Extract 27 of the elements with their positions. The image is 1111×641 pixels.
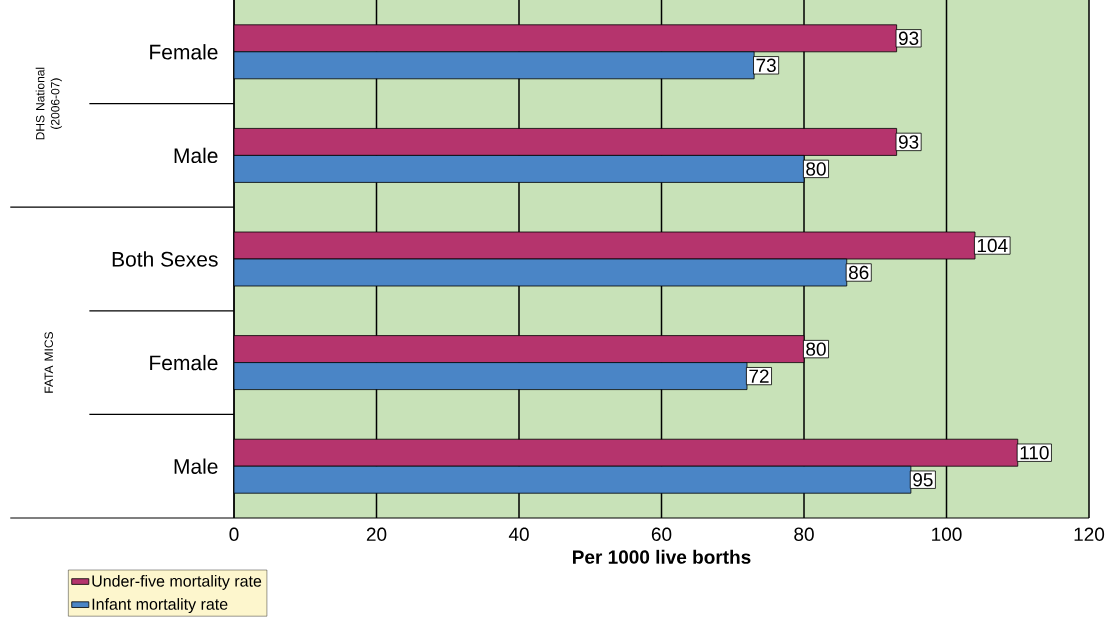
y-tick-label: Male	[174, 147, 218, 164]
x-tick-label: 0	[229, 527, 239, 541]
legend-label: Under-five mortality rate	[92, 575, 262, 590]
text: FATA MICS	[44, 332, 53, 393]
data-label: 72	[749, 369, 769, 383]
data-label: 73	[756, 58, 776, 73]
data-label: 93	[898, 135, 919, 149]
text: DHS National (2006-07)	[35, 67, 62, 140]
x-tick-label: 40	[508, 527, 529, 541]
x-axis-title: Per 1000 live borths	[573, 549, 751, 564]
data-label: 80	[806, 342, 826, 356]
x-tick-label: 60	[651, 527, 672, 541]
data-label: 93	[898, 31, 919, 46]
x-tick-label: 20	[366, 527, 387, 541]
y-tick-label: Both Sexes	[112, 251, 218, 267]
x-tick-label: 100	[932, 527, 962, 541]
y-tick-label: Female	[150, 44, 218, 60]
y-tick-label: Male	[174, 458, 218, 474]
data-label: 80	[806, 162, 826, 176]
y-tick-label: Female	[150, 354, 218, 371]
data-label: 110	[1020, 445, 1049, 460]
data-label: 104	[977, 238, 1008, 253]
data-label: 95	[913, 472, 933, 487]
x-tick-label: 120	[1074, 527, 1105, 541]
x-tick-label: 80	[794, 527, 814, 541]
data-label: 86	[848, 265, 869, 280]
legend-label: Infant mortality rate	[92, 598, 228, 614]
